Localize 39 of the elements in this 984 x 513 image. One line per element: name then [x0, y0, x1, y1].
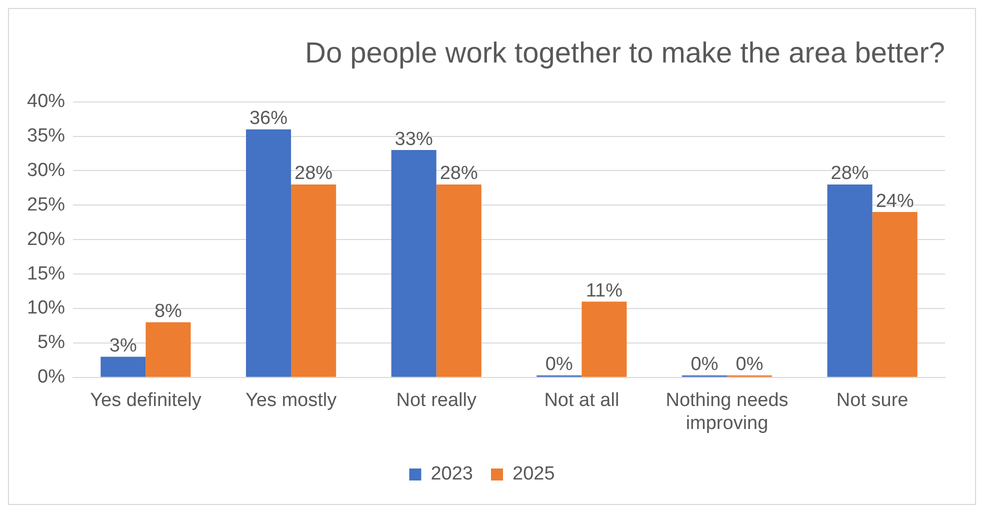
data-label: 8% [154, 301, 182, 322]
data-label: 0% [690, 354, 718, 376]
bar [100, 356, 146, 377]
x-tick-label: Not really [396, 390, 477, 412]
data-label: 3% [109, 335, 137, 356]
x-tick-label: Nothing needs improving [666, 390, 788, 434]
y-tick-label: 20% [26, 228, 66, 250]
bar [582, 302, 627, 377]
y-tick-label: 35% [26, 125, 66, 146]
data-label: 28% [294, 163, 333, 184]
chart-title: Do people work together to make the area better? [305, 37, 945, 70]
legend-label: 2025 [512, 464, 555, 485]
y-tick-label: 0% [38, 366, 66, 388]
bar [827, 184, 872, 377]
data-label: 11% [586, 280, 623, 302]
legend-label: 2023 [430, 464, 474, 485]
y-tick-label: 40% [26, 91, 66, 112]
bar [391, 150, 436, 377]
x-tick-label: Not at all [544, 390, 620, 412]
y-tick-label: 10% [26, 298, 66, 319]
x-tick-label: Yes mostly [245, 390, 338, 412]
x-tick-label: Not sure [836, 390, 908, 412]
data-label: 28% [440, 163, 478, 184]
data-label: 36% [249, 108, 288, 130]
y-tick-label: 25% [26, 194, 66, 216]
bar [146, 322, 191, 377]
bar [436, 184, 482, 377]
bar [246, 129, 292, 377]
bar [872, 212, 918, 377]
x-tick-label: Yes definitely [90, 390, 202, 412]
data-label: 33% [394, 128, 433, 150]
data-label: 28% [830, 163, 869, 184]
y-tick-label: 5% [38, 332, 66, 354]
data-label: 0% [736, 354, 764, 376]
y-tick-label: 15% [26, 263, 66, 284]
data-label: 24% [876, 190, 914, 212]
data-label: 0% [545, 354, 573, 376]
y-tick-label: 30% [26, 160, 66, 181]
bar [291, 184, 336, 377]
